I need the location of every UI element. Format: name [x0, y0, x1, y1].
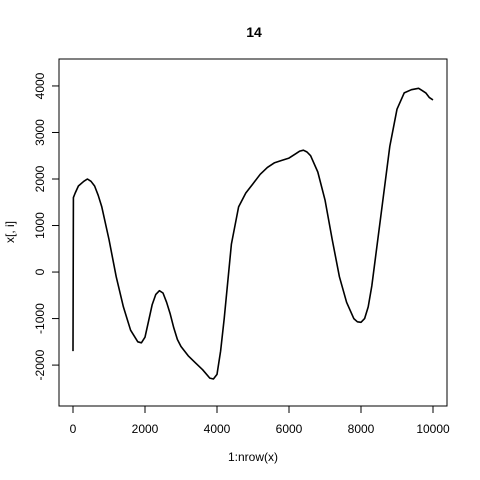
x-tick-label: 6000 — [276, 422, 303, 436]
y-tick-label: 3000 — [33, 119, 47, 146]
x-tick-label: 10000 — [416, 422, 450, 436]
plot-area — [72, 87, 434, 380]
x-tick-label: 4000 — [204, 422, 231, 436]
y-axis: -2000 -1000 0 1000 2000 3000 4000 — [33, 72, 60, 380]
x-tick-label: 8000 — [348, 422, 375, 436]
series-line — [72, 87, 434, 380]
y-tick-label: -2000 — [33, 349, 47, 380]
y-tick-label: 2000 — [33, 165, 47, 192]
chart-title: 14 — [246, 24, 262, 40]
x-axis-label: 1:nrow(x) — [228, 450, 278, 464]
x-tick-label: 0 — [70, 422, 77, 436]
y-axis-label: x[, i] — [3, 221, 17, 243]
y-tick-label: -1000 — [33, 303, 47, 334]
y-tick-label: 1000 — [33, 212, 47, 239]
y-tick-label: 0 — [33, 268, 47, 275]
y-tick-label: 4000 — [33, 72, 47, 99]
x-tick-label: 2000 — [132, 422, 159, 436]
x-axis: 0 2000 4000 6000 8000 10000 — [70, 405, 450, 436]
